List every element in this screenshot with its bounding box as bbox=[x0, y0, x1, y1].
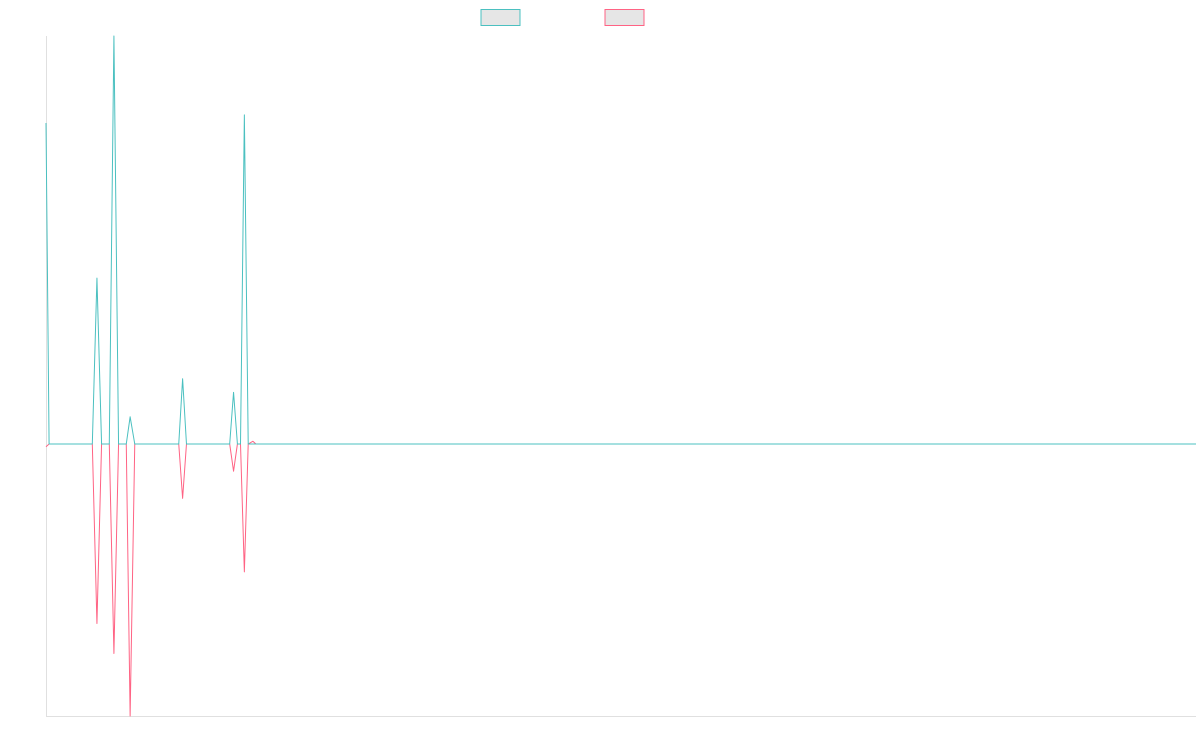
legend-item-series-2[interactable] bbox=[604, 9, 645, 26]
series-2-line bbox=[45, 440, 1196, 717]
series-1-line bbox=[45, 35, 1196, 445]
legend-swatch-series-2 bbox=[604, 9, 645, 26]
legend-item-series-1[interactable] bbox=[480, 9, 521, 26]
legend-swatch-series-1 bbox=[480, 9, 521, 26]
series-layer bbox=[45, 35, 1196, 717]
legend bbox=[480, 9, 645, 26]
plot-area bbox=[45, 35, 1196, 717]
